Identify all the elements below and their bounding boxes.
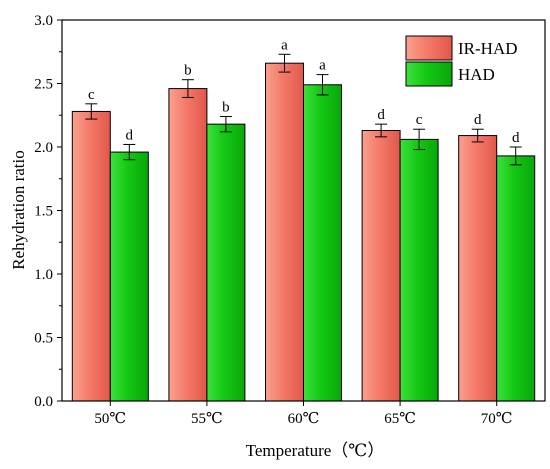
- y-tick-label-7: 3.0: [34, 13, 53, 29]
- bar-ir-had-1: [71, 110, 111, 402]
- significance-label-ir-had-2: b: [184, 63, 192, 79]
- bar-ir-had-5: [458, 135, 498, 402]
- bar-ir-had-3: [265, 62, 304, 402]
- y-axis-title: Rehydration ratio: [9, 150, 28, 269]
- y-tick-label-5: 2.0: [34, 140, 53, 156]
- y-tick-label-3: 1.0: [34, 267, 53, 283]
- significance-label-ir-had-1: c: [88, 87, 95, 103]
- legend: IR-HAD HAD: [405, 35, 518, 87]
- y-tick-label-2: 0.5: [34, 331, 53, 347]
- bar-ir-had-2: [168, 88, 208, 402]
- x-tick-label-2: 55℃: [191, 411, 223, 427]
- x-tick-label-5: 70℃: [481, 411, 513, 427]
- significance-label-had-5: d: [512, 130, 520, 146]
- bars-layer: [71, 62, 536, 402]
- significance-label-ir-had-3: a: [281, 37, 288, 53]
- y-tick-label-1: 0.0: [34, 394, 53, 410]
- x-tick-label-1: 50℃: [94, 411, 126, 427]
- significance-label-had-3: a: [319, 58, 326, 74]
- legend-label-had: HAD: [458, 65, 495, 84]
- bar-had-1: [109, 151, 149, 402]
- bar-had-2: [206, 123, 246, 402]
- plot-frame: [61, 19, 546, 402]
- significance-label-ir-had-4: d: [377, 107, 385, 123]
- significance-label-had-4: c: [416, 112, 423, 128]
- bar-had-3: [303, 84, 342, 402]
- legend-label-ir-had: IR-HAD: [458, 39, 518, 58]
- legend-swatch-had: [405, 61, 453, 87]
- error-bars-layer: [85, 53, 522, 166]
- x-axis-title: Temperature（℃）: [246, 441, 385, 460]
- x-tick-label-3: 60℃: [288, 411, 320, 427]
- x-tick-label-4: 65℃: [384, 411, 416, 427]
- axes-layer: 50℃ 55℃ 60℃ 65℃ 70℃ 0.0 0.5 1.0 1.5 2.0 2.5 3.0: [34, 13, 546, 427]
- y-tick-label-4: 1.5: [34, 204, 53, 220]
- bar-ir-had-4: [361, 129, 401, 402]
- significance-label-ir-had-5: d: [474, 112, 482, 128]
- significance-labels-layer: c d b b a a d c d d: [88, 37, 520, 146]
- bar-had-5: [496, 155, 536, 402]
- y-tick-label-6: 2.5: [34, 77, 53, 93]
- significance-label-had-1: d: [126, 127, 134, 143]
- legend-swatch-ir-had: [405, 35, 453, 61]
- significance-label-had-2: b: [222, 100, 230, 116]
- bar-had-4: [399, 138, 439, 402]
